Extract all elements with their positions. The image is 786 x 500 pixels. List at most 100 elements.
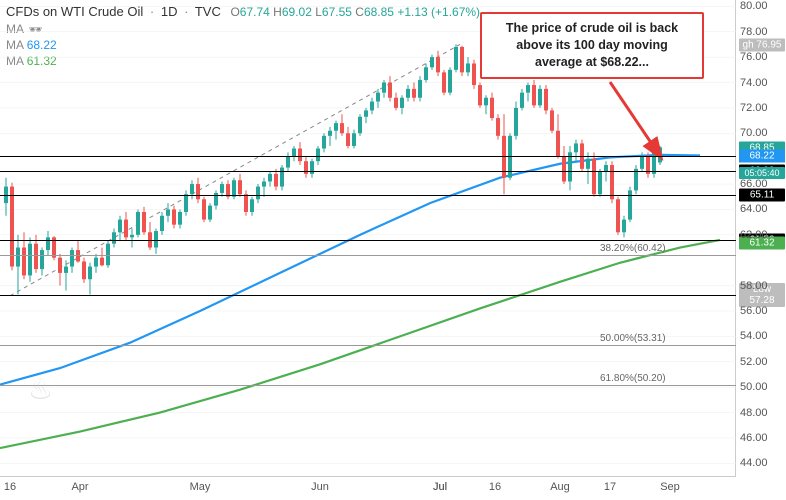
candle[interactable]	[328, 131, 332, 136]
candle[interactable]	[358, 117, 362, 134]
candle[interactable]	[526, 85, 530, 93]
candle[interactable]	[478, 85, 482, 105]
candle[interactable]	[16, 248, 20, 267]
candle[interactable]	[160, 216, 164, 231]
candle[interactable]	[100, 258, 104, 266]
candle[interactable]	[586, 159, 590, 169]
fib-level-line[interactable]	[0, 385, 736, 386]
candle[interactable]	[610, 165, 614, 199]
candle[interactable]	[208, 206, 212, 220]
candle[interactable]	[262, 182, 266, 187]
candle[interactable]	[40, 250, 44, 269]
candle[interactable]	[484, 98, 488, 106]
candle[interactable]	[220, 184, 224, 193]
candle[interactable]	[574, 143, 578, 152]
candle[interactable]	[286, 156, 290, 167]
candle[interactable]	[334, 123, 338, 131]
annotation-callout[interactable]: The price of crude oil is back above its…	[480, 12, 704, 79]
candle[interactable]	[184, 194, 188, 212]
candle[interactable]	[76, 250, 80, 261]
candle[interactable]	[58, 258, 62, 273]
candle[interactable]	[352, 133, 356, 146]
candle[interactable]	[64, 267, 68, 273]
candle[interactable]	[232, 180, 236, 197]
candle[interactable]	[88, 267, 92, 280]
candle[interactable]	[490, 98, 494, 118]
candle[interactable]	[460, 47, 464, 72]
candle[interactable]	[592, 159, 596, 195]
candle[interactable]	[118, 220, 122, 233]
candle[interactable]	[640, 156, 644, 169]
candle[interactable]	[136, 212, 140, 235]
annotation-arrow[interactable]	[610, 82, 660, 156]
candle[interactable]	[604, 165, 608, 171]
horizontal-level-line[interactable]	[0, 195, 736, 196]
candle[interactable]	[388, 83, 392, 98]
candle[interactable]	[622, 220, 626, 233]
candle[interactable]	[274, 174, 278, 187]
horizontal-level-line[interactable]	[0, 295, 736, 296]
candle[interactable]	[496, 118, 500, 136]
candle[interactable]	[430, 57, 434, 67]
candle[interactable]	[298, 149, 302, 162]
candle[interactable]	[562, 156, 566, 181]
candle[interactable]	[250, 199, 254, 212]
horizontal-level-line[interactable]	[0, 156, 736, 157]
candle[interactable]	[364, 110, 368, 116]
candle[interactable]	[244, 194, 248, 212]
candle[interactable]	[382, 83, 386, 93]
candle[interactable]	[616, 199, 620, 232]
candle[interactable]	[112, 232, 116, 243]
candle[interactable]	[598, 171, 602, 194]
candle[interactable]	[172, 209, 176, 224]
candle[interactable]	[424, 67, 428, 80]
candle[interactable]	[196, 184, 200, 199]
candle[interactable]	[28, 244, 32, 276]
candle[interactable]	[394, 98, 398, 108]
candle[interactable]	[94, 258, 98, 267]
candle[interactable]	[322, 136, 326, 149]
candle[interactable]	[142, 212, 146, 232]
candle[interactable]	[268, 174, 272, 182]
interval[interactable]: 1D	[161, 4, 178, 19]
candle[interactable]	[190, 184, 194, 194]
candle[interactable]	[550, 110, 554, 130]
candle[interactable]	[70, 250, 74, 267]
horizontal-level-line[interactable]	[0, 240, 736, 241]
time-axis[interactable]: 16AprMayJunJulJul16Aug17Sep	[0, 476, 736, 500]
candle[interactable]	[514, 108, 518, 136]
candle[interactable]	[454, 47, 458, 70]
candle[interactable]	[340, 123, 344, 133]
candle[interactable]	[418, 80, 422, 98]
candle[interactable]	[538, 89, 542, 106]
candle[interactable]	[34, 244, 38, 269]
candle[interactable]	[280, 168, 284, 187]
candle[interactable]	[22, 248, 26, 276]
candle[interactable]	[124, 220, 128, 238]
candle[interactable]	[400, 98, 404, 108]
candle[interactable]	[520, 93, 524, 108]
candle[interactable]	[436, 57, 440, 72]
candle[interactable]	[256, 187, 260, 200]
candle[interactable]	[556, 131, 560, 156]
candle[interactable]	[346, 133, 350, 146]
candle[interactable]	[178, 212, 182, 225]
candle[interactable]	[202, 199, 206, 219]
candle[interactable]	[130, 235, 134, 238]
candle[interactable]	[412, 89, 416, 98]
candle[interactable]	[532, 85, 536, 105]
candle[interactable]	[406, 89, 410, 98]
horizontal-level-line[interactable]	[0, 171, 736, 172]
price-axis[interactable]: 44.0046.0048.0050.0052.0054.0056.0058.00…	[736, 0, 786, 476]
candle[interactable]	[82, 261, 86, 279]
chart-plot-area[interactable]: 68.2266.9965.1161.5857.2868.8568.2261.32…	[0, 0, 736, 476]
candle[interactable]	[316, 149, 320, 162]
candle[interactable]	[442, 72, 446, 92]
fib-level-line[interactable]	[0, 345, 736, 346]
candle[interactable]	[472, 63, 476, 85]
candle[interactable]	[544, 89, 548, 111]
candle[interactable]	[466, 63, 470, 72]
candle[interactable]	[238, 180, 242, 194]
candle[interactable]	[448, 70, 452, 93]
fib-level-line[interactable]	[0, 255, 736, 256]
